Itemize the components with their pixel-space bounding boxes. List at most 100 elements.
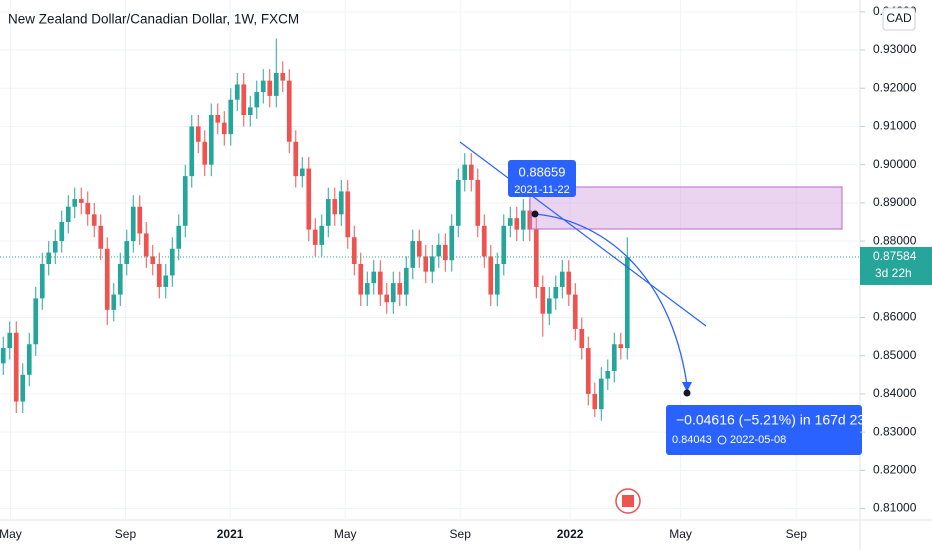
candle-body: [618, 344, 624, 349]
candle-body: [26, 344, 32, 375]
candle-body: [91, 214, 97, 226]
target-point: [683, 389, 691, 397]
y-tick-label: 0.85000: [873, 348, 917, 362]
last-price-label: 0.87584: [873, 249, 917, 263]
candle-body: [208, 115, 214, 165]
candle-body: [423, 256, 429, 272]
candle-body: [566, 271, 572, 295]
candle-body: [338, 191, 344, 215]
candle-body: [169, 248, 175, 276]
candle-body: [306, 168, 312, 230]
candle-body: [540, 286, 546, 314]
candle-body: [585, 348, 591, 394]
chart-title: New Zealand Dollar/Canadian Dollar, 1W, …: [8, 12, 299, 27]
candle-body: [39, 264, 45, 299]
flag-icon: [622, 495, 634, 507]
trend-line: [459, 141, 707, 327]
anchor-point: [531, 210, 539, 218]
candle-body: [501, 225, 507, 265]
candle-body: [124, 241, 130, 265]
y-tick-label: 0.90000: [873, 157, 917, 171]
x-tick-label: Sep: [450, 527, 472, 541]
candle-body: [111, 294, 117, 310]
x-tick-label: 2022: [557, 527, 584, 541]
y-tick-label: 0.86000: [873, 310, 917, 324]
candle-body: [351, 237, 357, 265]
candle-body: [358, 264, 364, 295]
y-tick-label: 0.92000: [873, 80, 917, 94]
currency-box[interactable]: [882, 7, 916, 31]
candle-body: [598, 378, 604, 410]
candle-body: [182, 176, 188, 226]
y-tick-label: 0.82000: [873, 463, 917, 477]
candle-body: [325, 199, 331, 226]
candle-body: [280, 72, 286, 81]
y-tick-label: 0.89000: [873, 195, 917, 209]
candle-body: [455, 179, 461, 226]
y-tick-label: 0.93000: [873, 42, 917, 56]
candle-body: [442, 244, 448, 261]
candle-body: [488, 256, 494, 295]
candle-body: [468, 164, 474, 180]
candle-body: [397, 283, 403, 295]
candle-body: [85, 202, 91, 215]
arrow-head: [682, 382, 692, 392]
y-tick-label: 0.81000: [873, 501, 917, 515]
x-tick-label: Sep: [786, 527, 808, 541]
forecast-curve: [534, 213, 688, 386]
candle-body: [98, 225, 104, 249]
candle-body: [7, 332, 13, 349]
candle-body: [72, 199, 78, 207]
candle-body: [299, 168, 305, 177]
candle-body: [234, 84, 240, 100]
candle-body: [273, 72, 279, 96]
candle-body: [345, 191, 351, 238]
clock-icon: [717, 435, 727, 445]
candle-body: [494, 264, 500, 295]
candle-body: [0, 348, 6, 364]
candle-body: [592, 393, 598, 410]
candle-body: [13, 332, 19, 402]
candle-body: [533, 229, 539, 287]
rectangle-zone: [529, 186, 843, 230]
measure-label-box: [666, 405, 862, 455]
candle-body: [215, 115, 221, 123]
candle-body: [254, 92, 260, 108]
candle-body: [46, 252, 52, 265]
candle-body: [605, 370, 611, 379]
y-tick-label: 0.88000: [873, 233, 917, 247]
last-price-box: [860, 246, 932, 285]
candle-body: [156, 264, 162, 287]
candle-body: [267, 80, 273, 96]
candle-body: [520, 210, 526, 230]
candle-body: [78, 199, 84, 203]
candle-body: [416, 241, 422, 257]
candle-body: [52, 241, 58, 253]
candle-body: [150, 256, 156, 265]
candle-body: [117, 264, 123, 295]
candle-body: [624, 257, 630, 349]
candle-body: [176, 225, 182, 249]
candle-body: [559, 271, 565, 287]
bar-countdown: 3d 22h: [875, 266, 912, 280]
candle-body: [429, 256, 435, 272]
candle-body: [137, 206, 143, 234]
candle-body: [377, 271, 383, 295]
candle-body: [507, 218, 513, 226]
candle-body: [221, 122, 227, 135]
candle-body: [195, 126, 201, 142]
anchor-date: 2021-11-22: [514, 184, 569, 196]
measure-price: 0.84043: [672, 434, 712, 446]
anchor-label-box: [508, 160, 576, 197]
candle-body: [514, 218, 520, 230]
candle-body: [189, 126, 195, 177]
y-tick-label: 0.83000: [873, 424, 917, 438]
candle-body: [20, 374, 26, 402]
candle-body: [410, 241, 416, 268]
candle-body: [572, 294, 578, 329]
candle-body: [546, 298, 552, 314]
candle-body: [286, 80, 292, 142]
candle-body: [332, 199, 338, 215]
